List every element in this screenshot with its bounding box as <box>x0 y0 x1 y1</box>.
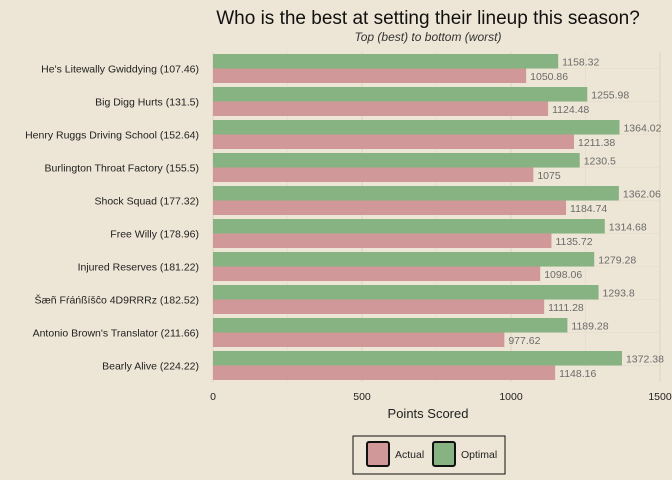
legend-label-optimal: Optimal <box>461 449 497 461</box>
data-label-optimal: 1158.32 <box>562 56 599 68</box>
data-label-optimal: 1189.28 <box>571 320 608 332</box>
legend-swatch-optimal <box>432 441 456 467</box>
data-label-actual: 1211.38 <box>578 137 615 149</box>
data-label-actual: 1135.72 <box>555 236 592 248</box>
data-label-actual: 1148.16 <box>559 368 596 380</box>
data-label-optimal: 1279.28 <box>598 254 636 266</box>
bar-optimal <box>213 186 619 201</box>
data-label-actual: 1124.48 <box>552 104 589 116</box>
data-label-optimal: 1255.98 <box>591 89 629 101</box>
bar-optimal <box>213 318 568 333</box>
category-label: Free Willy (178.96) <box>110 229 199 241</box>
legend-box <box>352 435 506 475</box>
category-label: Shock Squad (177.32) <box>95 196 200 208</box>
data-label-optimal: 1364.02 <box>623 122 661 134</box>
bar-optimal <box>213 87 588 102</box>
bar-actual <box>213 200 567 215</box>
bar-optimal <box>213 351 622 366</box>
category-label: Bearly Alive (224.22) <box>102 361 199 373</box>
chart-title: Who is the best at setting their lineup … <box>216 8 640 29</box>
bar-actual <box>213 101 549 116</box>
bar-optimal <box>213 120 620 135</box>
legend-label-actual: Actual <box>395 449 424 461</box>
bar-actual <box>213 365 556 380</box>
bar-optimal <box>213 252 595 267</box>
x-axis-title: Points Scored <box>388 406 469 421</box>
x-tick-label: 500 <box>353 391 371 403</box>
bar-actual <box>213 266 541 281</box>
data-label-actual: 1075 <box>537 170 561 182</box>
category-label: He's Litewally Gwiddying (107.46) <box>41 64 199 76</box>
data-label-optimal: 1372.38 <box>626 353 664 365</box>
data-label-actual: 977.62 <box>508 335 540 347</box>
category-label: Big Digg Hurts (131.5) <box>95 97 199 109</box>
x-axis: 0 500 1000 1500 <box>210 391 672 403</box>
chart-subtitle: Top (best) to bottom (worst) <box>355 30 502 44</box>
bar-actual <box>213 134 574 149</box>
bar-optimal <box>213 54 559 69</box>
bar-actual <box>213 299 545 314</box>
data-label-actual: 1184.74 <box>570 203 607 215</box>
data-label-actual: 1111.28 <box>548 302 584 314</box>
bar-actual <box>213 68 527 83</box>
category-label: Henry Ruggs Driving School (152.64) <box>25 130 199 142</box>
legend: Actual Optimal <box>352 435 506 475</box>
bar-optimal <box>213 285 599 300</box>
bar-actual <box>213 332 505 347</box>
x-tick-label: 1500 <box>648 391 672 403</box>
category-label: Burlington Throat Factory (155.5) <box>45 163 199 175</box>
bar-optimal <box>213 153 580 168</box>
category-label: Injured Reserves (181.22) <box>78 262 199 274</box>
bar-actual <box>213 167 534 182</box>
category-label: Antonio Brown's Translator (211.66) <box>33 328 199 340</box>
data-label-optimal: 1293.8 <box>603 287 635 299</box>
bar-actual <box>213 233 552 248</box>
bars <box>213 54 622 380</box>
x-tick-label: 0 <box>210 391 216 403</box>
data-label-optimal: 1362.06 <box>623 188 661 200</box>
data-label-optimal: 1314.68 <box>609 221 647 233</box>
data-label-optimal: 1230.5 <box>584 155 616 167</box>
y-axis: He's Litewally Gwiddying (107.46) Big Dig… <box>25 64 199 373</box>
data-label-actual: 1050.86 <box>530 71 568 83</box>
bar-optimal <box>213 219 605 234</box>
x-tick-label: 1000 <box>499 391 523 403</box>
category-label: Šæñ Fŕáńßíšĉo 4D9RRRz (182.52) <box>34 294 199 307</box>
legend-swatch-actual <box>366 441 390 467</box>
data-label-actual: 1098.06 <box>544 269 582 281</box>
